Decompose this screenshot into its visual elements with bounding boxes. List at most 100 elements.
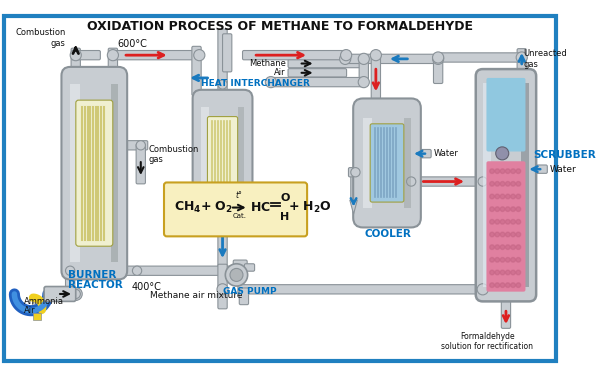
FancyBboxPatch shape	[208, 116, 238, 205]
FancyBboxPatch shape	[70, 84, 80, 262]
FancyBboxPatch shape	[410, 149, 431, 158]
FancyBboxPatch shape	[271, 77, 364, 87]
FancyBboxPatch shape	[433, 57, 443, 83]
FancyBboxPatch shape	[136, 144, 145, 184]
Circle shape	[505, 270, 510, 275]
Circle shape	[500, 257, 505, 262]
Circle shape	[505, 169, 510, 173]
Text: Methane: Methane	[249, 59, 286, 68]
Circle shape	[490, 181, 494, 186]
Text: REACTOR: REACTOR	[68, 280, 123, 290]
Circle shape	[351, 168, 360, 177]
FancyBboxPatch shape	[70, 289, 76, 299]
Circle shape	[500, 219, 505, 224]
FancyBboxPatch shape	[4, 16, 556, 361]
Circle shape	[358, 77, 370, 88]
FancyBboxPatch shape	[193, 90, 253, 232]
Circle shape	[511, 270, 515, 275]
FancyBboxPatch shape	[108, 48, 118, 77]
FancyBboxPatch shape	[371, 54, 380, 109]
FancyBboxPatch shape	[164, 182, 307, 236]
Text: Formaldehyde
solution for rectification: Formaldehyde solution for rectification	[442, 332, 533, 351]
Circle shape	[136, 141, 145, 150]
Circle shape	[133, 266, 142, 275]
Circle shape	[516, 169, 521, 173]
Circle shape	[500, 169, 505, 173]
FancyBboxPatch shape	[433, 56, 443, 60]
FancyBboxPatch shape	[521, 83, 529, 287]
Circle shape	[230, 268, 243, 281]
Circle shape	[495, 283, 500, 287]
Text: Water: Water	[433, 149, 458, 158]
Circle shape	[490, 270, 494, 275]
FancyBboxPatch shape	[502, 298, 511, 328]
FancyBboxPatch shape	[33, 313, 41, 320]
FancyBboxPatch shape	[478, 180, 487, 291]
FancyBboxPatch shape	[410, 177, 484, 186]
FancyBboxPatch shape	[483, 83, 491, 287]
Text: 400°C: 400°C	[131, 282, 161, 292]
FancyBboxPatch shape	[353, 98, 421, 227]
Text: O: O	[280, 193, 290, 203]
Circle shape	[495, 219, 500, 224]
Circle shape	[511, 169, 515, 173]
FancyBboxPatch shape	[233, 260, 247, 268]
Circle shape	[516, 232, 521, 237]
FancyBboxPatch shape	[71, 48, 80, 77]
Circle shape	[511, 194, 515, 199]
Circle shape	[65, 266, 75, 275]
FancyBboxPatch shape	[476, 69, 536, 301]
FancyBboxPatch shape	[201, 107, 209, 215]
Circle shape	[107, 50, 118, 61]
Circle shape	[358, 53, 370, 64]
FancyBboxPatch shape	[288, 69, 347, 77]
Circle shape	[495, 232, 500, 237]
Text: 600°C: 600°C	[118, 39, 148, 49]
Text: BURNER: BURNER	[68, 270, 116, 280]
Circle shape	[490, 207, 494, 211]
Circle shape	[495, 270, 500, 275]
Circle shape	[505, 232, 510, 237]
Circle shape	[511, 283, 515, 287]
FancyBboxPatch shape	[218, 29, 227, 83]
Circle shape	[495, 194, 500, 199]
Circle shape	[511, 207, 515, 211]
FancyBboxPatch shape	[344, 54, 440, 63]
Circle shape	[496, 147, 509, 160]
Circle shape	[407, 177, 416, 186]
Circle shape	[505, 181, 510, 186]
Circle shape	[490, 245, 494, 250]
Text: OXIDATION PROCESS OF METHANE TO FORMALDEHYDE: OXIDATION PROCESS OF METHANE TO FORMALDE…	[87, 20, 473, 33]
Circle shape	[65, 289, 75, 299]
Circle shape	[490, 194, 494, 199]
Circle shape	[495, 181, 500, 186]
Circle shape	[218, 80, 227, 89]
Text: Unreacted
gas: Unreacted gas	[524, 49, 568, 69]
Circle shape	[500, 194, 505, 199]
FancyBboxPatch shape	[528, 165, 547, 173]
Text: Combustion
gas: Combustion gas	[148, 145, 199, 164]
Circle shape	[340, 53, 351, 64]
FancyBboxPatch shape	[112, 51, 198, 60]
FancyBboxPatch shape	[370, 124, 404, 202]
Text: $t°$: $t°$	[235, 189, 244, 200]
Circle shape	[500, 283, 505, 287]
Text: $\mathbf{+\ H_2O}$: $\mathbf{+\ H_2O}$	[287, 200, 331, 215]
FancyBboxPatch shape	[192, 46, 201, 96]
Circle shape	[71, 289, 80, 299]
Circle shape	[500, 181, 505, 186]
Circle shape	[500, 232, 505, 237]
FancyBboxPatch shape	[44, 287, 76, 301]
Circle shape	[500, 245, 505, 250]
Circle shape	[505, 245, 510, 250]
Circle shape	[511, 245, 515, 250]
Circle shape	[490, 219, 494, 224]
FancyBboxPatch shape	[93, 266, 230, 275]
Text: $\mathbf{+\ O_2}$: $\mathbf{+\ O_2}$	[200, 200, 233, 215]
Text: COOLER: COOLER	[365, 229, 412, 239]
Circle shape	[477, 284, 488, 295]
Circle shape	[511, 181, 515, 186]
FancyBboxPatch shape	[117, 141, 148, 150]
Text: H: H	[280, 212, 289, 222]
Circle shape	[490, 257, 494, 262]
